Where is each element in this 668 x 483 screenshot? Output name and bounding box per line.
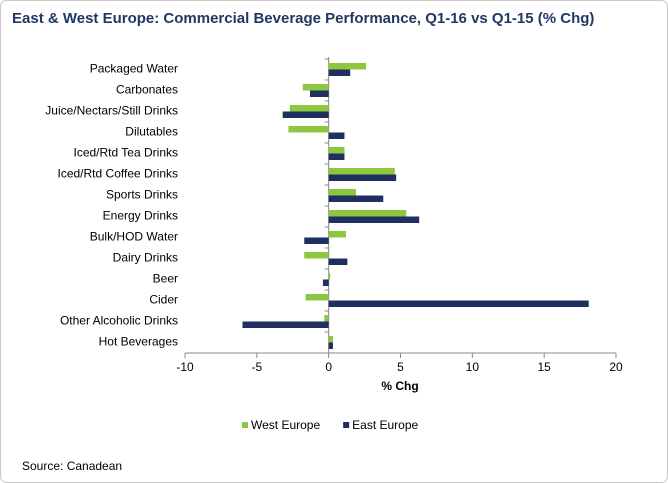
bar	[328, 153, 345, 160]
y-tick-label: Dilutables	[125, 125, 178, 139]
bar	[328, 174, 397, 181]
bar	[309, 90, 329, 97]
legend-swatch	[242, 422, 248, 428]
bar	[328, 231, 346, 238]
x-tick-label: -10	[176, 360, 194, 374]
x-tick-label: 10	[466, 360, 480, 374]
y-tick-label: Sports Drinks	[106, 188, 178, 202]
bar	[324, 315, 329, 322]
bar	[328, 132, 345, 139]
x-tick-label: 0	[325, 360, 332, 374]
bar	[288, 126, 329, 133]
x-tick-label: -5	[251, 360, 262, 374]
bar	[289, 105, 329, 112]
bar	[328, 147, 345, 154]
x-tick-label: 20	[609, 360, 623, 374]
bar	[328, 210, 407, 217]
y-tick-label: Bulk/HOD Water	[90, 230, 178, 244]
bar	[304, 237, 329, 244]
y-tick-label: Carbonates	[116, 83, 178, 97]
y-tick-label: Other Alcoholic Drinks	[60, 314, 178, 328]
bar	[328, 258, 348, 265]
y-tick-label: Iced/Rtd Tea Drinks	[74, 146, 179, 160]
y-tick-label: Iced/Rtd Coffee Drinks	[58, 167, 179, 181]
bar	[302, 84, 329, 91]
bar	[328, 69, 351, 76]
bar	[304, 252, 329, 259]
bar	[328, 63, 367, 70]
legend-swatch	[343, 422, 350, 428]
bar	[242, 321, 329, 328]
y-tick-label: Beer	[153, 272, 178, 286]
bar	[322, 279, 329, 286]
bar	[282, 111, 329, 118]
bar	[328, 168, 395, 175]
bar	[328, 336, 333, 343]
bar	[328, 342, 333, 349]
y-tick-label: Dairy Drinks	[113, 251, 178, 265]
x-axis-label: % Chg	[381, 379, 418, 393]
y-tick-label: Hot Beverages	[99, 335, 178, 349]
bar	[328, 189, 356, 196]
y-tick-label: Juice/Nectars/Still Drinks	[45, 104, 178, 118]
y-tick-label: Energy Drinks	[103, 209, 178, 223]
y-tick-label: Packaged Water	[90, 62, 178, 76]
x-tick-label: 15	[537, 360, 551, 374]
legend-label: West Europe	[251, 418, 320, 432]
bar	[328, 273, 331, 280]
legend-label: East Europe	[352, 418, 418, 432]
bar	[328, 300, 589, 307]
x-tick-label: 5	[397, 360, 404, 374]
y-tick-label: Cider	[149, 293, 178, 307]
bar	[305, 294, 329, 301]
source-note: Source: Canadean	[22, 459, 122, 473]
bar	[328, 195, 384, 202]
chart-title: East & West Europe: Commercial Beverage …	[12, 10, 594, 27]
bar	[328, 216, 420, 223]
